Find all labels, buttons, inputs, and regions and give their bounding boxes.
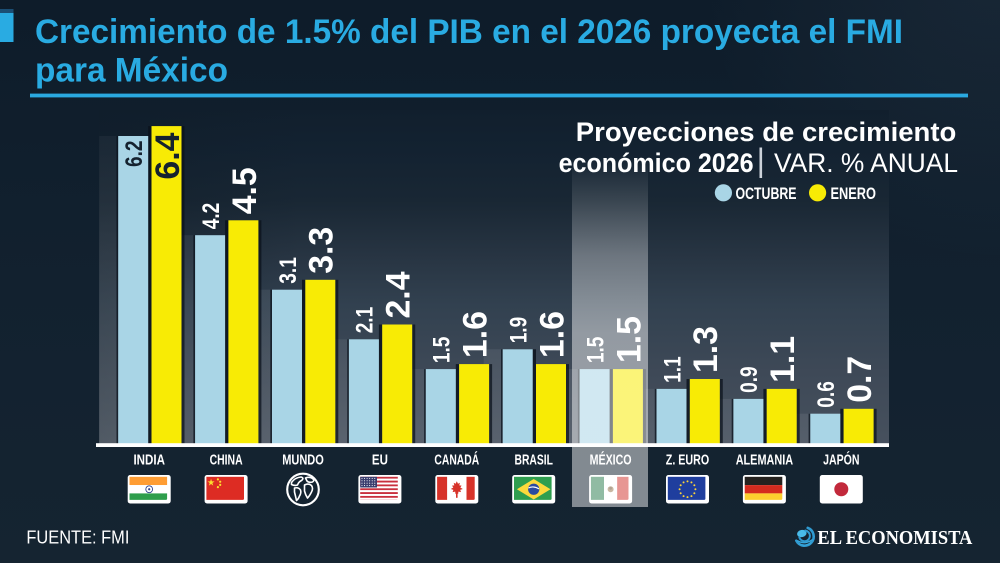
svg-text:2.1: 2.1 [352, 307, 379, 334]
svg-text:Proyecciones de crecimiento: Proyecciones de crecimiento [576, 117, 957, 147]
svg-text:FUENTE: FMI: FUENTE: FMI [26, 527, 129, 548]
svg-text:OCTUBRE: OCTUBRE [736, 184, 797, 203]
svg-text:4.2: 4.2 [198, 203, 225, 230]
svg-text:0.9: 0.9 [736, 366, 763, 393]
svg-text:ENERO: ENERO [831, 184, 877, 203]
svg-text:Z. EURO: Z. EURO [666, 453, 709, 469]
svg-text:3.3: 3.3 [303, 227, 341, 274]
svg-text:4.5: 4.5 [226, 167, 264, 214]
svg-text:0.7: 0.7 [841, 356, 879, 403]
svg-text:0.6: 0.6 [813, 381, 840, 408]
svg-text:1.1: 1.1 [764, 336, 802, 383]
svg-text:1.1: 1.1 [659, 356, 686, 383]
svg-text:BRASIL: BRASIL [515, 453, 553, 469]
svg-text:3.1: 3.1 [275, 257, 302, 284]
svg-text:6.2: 6.2 [121, 141, 148, 168]
svg-text:INDIA: INDIA [133, 453, 165, 469]
svg-text:1.3: 1.3 [687, 326, 725, 373]
svg-text:CANADÁ: CANADÁ [434, 452, 479, 469]
svg-text:2.4: 2.4 [380, 271, 418, 318]
svg-text:EL ECONOMISTA: EL ECONOMISTA [817, 528, 972, 549]
svg-text:1.5: 1.5 [429, 337, 456, 364]
svg-text:1.9: 1.9 [506, 317, 533, 344]
svg-text:CHINA: CHINA [210, 453, 243, 469]
svg-text:JAPÓN: JAPÓN [823, 451, 859, 469]
svg-text:Crecimiento de 1.5% del PIB en: Crecimiento de 1.5% del PIB en el 2026 p… [35, 13, 903, 51]
svg-text:VAR. % ANUAL: VAR. % ANUAL [774, 148, 958, 178]
svg-text:6.4: 6.4 [149, 133, 187, 180]
svg-text:1.6: 1.6 [533, 311, 571, 358]
svg-text:EU: EU [372, 453, 388, 469]
svg-text:1.6: 1.6 [457, 311, 495, 358]
svg-text:MUNDO: MUNDO [282, 453, 324, 469]
svg-text:para México: para México [35, 52, 228, 90]
svg-text:ALEMANIA: ALEMANIA [736, 453, 794, 469]
